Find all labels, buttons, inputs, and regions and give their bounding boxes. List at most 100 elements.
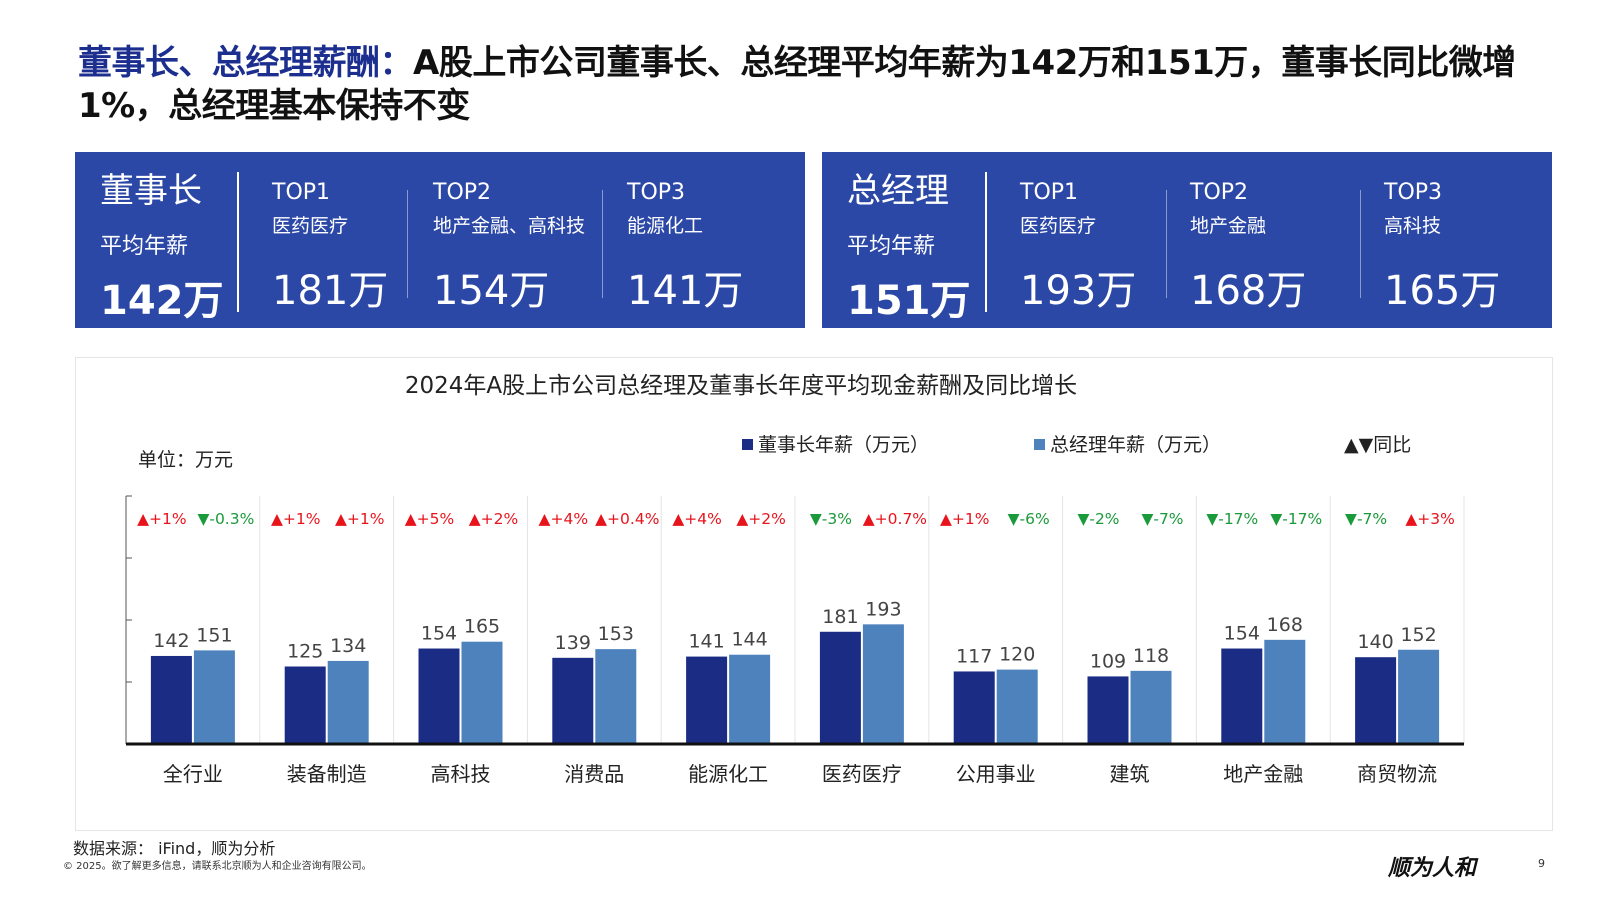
page-number: 9 (1538, 857, 1545, 870)
bar-value-label: 152 (1400, 624, 1436, 646)
top-rank: TOP1 (1020, 180, 1079, 205)
bar-value-label: 141 (688, 631, 724, 653)
chairman-summary-panel: 董事长 平均年薪 142万 TOP1 医药医疗 181万 TOP2 地产金融、高… (75, 152, 805, 328)
bar-chairman (552, 657, 594, 744)
gm-top2: TOP2 地产金融 168万 (1190, 180, 1306, 316)
bar-gm (996, 669, 1038, 744)
gm-summary-panel: 总经理 平均年薪 151万 TOP1 医药医疗 193万 TOP2 地产金融 1… (822, 152, 1552, 328)
yoy-label-gm: ▲+1% (335, 510, 385, 528)
top-industry: 地产金融、高科技 (433, 215, 586, 237)
column-divider (602, 190, 603, 298)
column-divider (1360, 190, 1361, 298)
bar-gm (327, 660, 369, 744)
column-divider (407, 190, 408, 298)
bar-gm (1264, 639, 1306, 744)
chairman-role-label: 董事长 (100, 171, 202, 211)
yoy-label-gm: ▲+0.4% (595, 510, 659, 528)
salary-bar-chart: 2024年A股上市公司总经理及董事长年度平均现金薪酬及同比增长 单位：万元 董事… (125, 373, 1465, 786)
top-rank: TOP2 (1190, 180, 1249, 205)
top-industry: 医药医疗 (272, 215, 349, 237)
yoy-label-gm: ▲+3% (1405, 510, 1455, 528)
bar-gm (193, 650, 235, 744)
bar-chairman (1355, 657, 1397, 744)
bar-value-label: 117 (956, 645, 992, 667)
yoy-label-gm: ▲+2% (469, 510, 519, 528)
unit-label: 单位：万元 (138, 449, 233, 471)
category-label: 高科技 (431, 762, 491, 786)
column-divider (1166, 190, 1167, 298)
top-value: 181万 (272, 268, 389, 314)
yoy-label-chairman: ▲+4% (672, 510, 722, 528)
panel-divider (237, 172, 239, 312)
chart-title: 2024年A股上市公司总经理及董事长年度平均现金薪酬及同比增长 (405, 373, 1077, 399)
top-industry: 医药医疗 (1020, 215, 1097, 237)
category-label: 建筑 (1110, 762, 1150, 786)
yoy-label-gm: ▼-6% (1008, 510, 1050, 528)
category-label: 地产金融 (1223, 762, 1303, 786)
bar-value-label: 118 (1133, 645, 1169, 667)
category-label: 全行业 (163, 762, 223, 786)
bar-chairman (418, 648, 460, 744)
top-value: 154万 (433, 268, 550, 314)
yoy-label-chairman: ▲+4% (539, 510, 589, 528)
page-title-highlight: 董事长、总经理薪酬： (78, 43, 414, 83)
data-source: 数据来源： iFind，顺为分析 (73, 839, 276, 858)
top-rank: TOP2 (433, 180, 492, 205)
page-title: 董事长、总经理薪酬：A股上市公司董事长、总经理平均年薪为142万和151万，董事… (78, 42, 1548, 128)
chairman-top2: TOP2 地产金融、高科技 154万 (433, 180, 585, 316)
bar-value-label: 165 (464, 616, 500, 638)
gm-avg-label: 平均年薪 (847, 234, 936, 259)
yoy-label-gm: ▲+0.7% (863, 510, 927, 528)
plot-area: 142 151 ▲+1% ▼-0.3% 全行业 125 134 ▲+1% ▲+1% 装备制造 154… (125, 495, 1465, 786)
top-value: 193万 (1020, 268, 1137, 314)
bar-chairman (150, 655, 192, 744)
top-industry: 能源化工 (627, 215, 704, 237)
chairman-top1: TOP1 医药医疗 181万 (272, 180, 388, 316)
bar-value-label: 193 (865, 598, 901, 620)
bar-chairman (1087, 676, 1129, 744)
bar-chairman (819, 631, 861, 744)
category-label: 能源化工 (688, 762, 768, 786)
gm-top1: TOP1 医药医疗 193万 (1020, 180, 1136, 316)
legend-label-chairman: 董事长年薪（万元） (758, 434, 929, 456)
top-industry: 高科技 (1384, 215, 1442, 237)
bar-value-label: 139 (555, 632, 591, 654)
copyright-notice: © 2025。欲了解更多信息，请联系北京顺为人和企业咨询有限公司。 (63, 861, 372, 872)
top-rank: TOP3 (627, 180, 686, 205)
bar-value-label: 120 (999, 644, 1035, 666)
yoy-label-chairman: ▼-3% (810, 510, 852, 528)
bar-value-label: 109 (1090, 650, 1126, 672)
yoy-label-gm: ▼-17% (1270, 510, 1322, 528)
gm-head: 总经理 平均年薪 151万 (847, 172, 971, 326)
legend-label-gm: 总经理年薪（万元） (1050, 434, 1221, 456)
page-title-text: A股上市公司董事长、总经理平均年薪为142万和151万，董事长同比微增1%，总经… (78, 43, 1516, 126)
gm-role-label: 总经理 (847, 171, 949, 211)
chairman-avg-label: 平均年薪 (100, 234, 189, 259)
top-value: 165万 (1384, 268, 1501, 314)
panel-divider (985, 172, 987, 312)
bar-gm (1398, 649, 1440, 744)
bar-value-label: 151 (196, 624, 232, 646)
bar-chairman (953, 671, 995, 744)
chairman-head: 董事长 平均年薪 142万 (100, 172, 224, 326)
yoy-label-gm: ▼-7% (1141, 510, 1183, 528)
bar-value-label: 125 (287, 641, 323, 663)
bar-value-label: 181 (822, 606, 858, 628)
yoy-label-chairman: ▲+1% (137, 510, 187, 528)
bar-gm (595, 649, 637, 744)
category-label: 医药医疗 (822, 762, 902, 786)
bar-value-label: 153 (598, 623, 634, 645)
salary-chart-frame: 2024年A股上市公司总经理及董事长年度平均现金薪酬及同比增长 单位：万元 董事… (75, 357, 1553, 831)
chairman-avg-value: 142万 (100, 278, 224, 324)
bar-value-label: 154 (1224, 623, 1260, 645)
category-label: 消费品 (564, 762, 624, 786)
yoy-label-gm: ▲+2% (736, 510, 786, 528)
legend-swatch-chairman (742, 439, 753, 450)
bar-gm (729, 654, 771, 744)
bar-gm (862, 624, 904, 744)
legend-label-yoy: ▲▼同比 (1344, 434, 1411, 456)
gm-avg-value: 151万 (847, 278, 971, 324)
yoy-label-chairman: ▲+1% (271, 510, 321, 528)
top-industry: 地产金融 (1190, 215, 1267, 237)
yoy-label-chairman: ▼-17% (1206, 510, 1258, 528)
